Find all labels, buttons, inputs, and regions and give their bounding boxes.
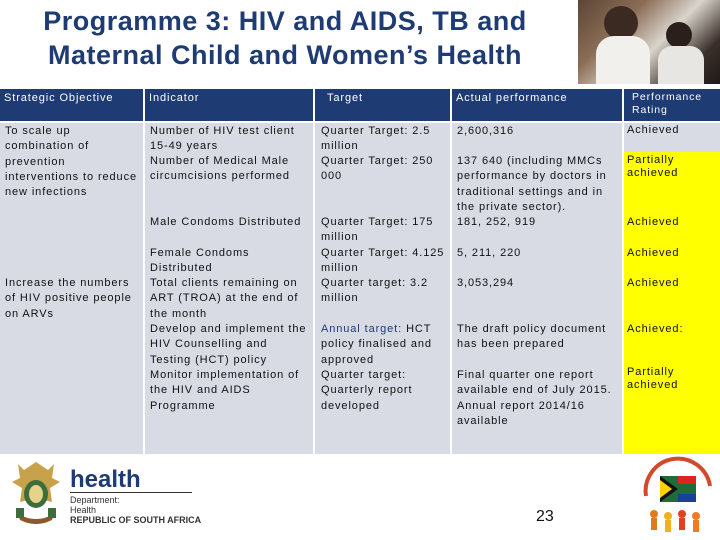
column-target [315, 123, 450, 454]
rating-male-condoms: Achieved [627, 216, 680, 228]
target-hct-policy: Annual target: HCT policy finalised and … [321, 322, 449, 368]
target-female-condoms: Quarter Target: 4.125 million [321, 247, 445, 275]
rating-highlight-1 [624, 152, 720, 212]
rating-mmc: Partially achieved [627, 154, 679, 179]
rating-hct-policy: Achieved: [627, 323, 684, 335]
indicator-male-condoms: Male Condoms Distributed [150, 216, 302, 228]
coat-of-arms-logo [12, 462, 60, 524]
rating-monitor-programme: Partially achieved [627, 366, 679, 391]
actual-art-clients: 3,053,294 [457, 277, 515, 289]
actual-female-condoms: 5, 211, 220 [457, 247, 522, 259]
dept-line-2: Health [70, 505, 97, 515]
column-actual [452, 123, 622, 454]
health-logo-word: health [70, 466, 141, 493]
rating-highlight-2 [624, 212, 720, 454]
rating-female-condoms: Achieved [627, 247, 680, 259]
dept-line-3: REPUBLIC OF SOUTH AFRICA [70, 515, 202, 525]
logo-divider [70, 492, 192, 493]
header-actual-performance: Actual performance [452, 89, 622, 121]
indicator-female-condoms: Female Condoms Distributed [150, 247, 250, 275]
target-art-clients: Quarter target: 3.2 million [321, 277, 428, 305]
target-hct-prefix: Annual target: [321, 323, 403, 335]
actual-hiv-test: 2,600,316 [457, 125, 515, 137]
target-mmc: Quarter Target: 250 000 [321, 155, 434, 183]
department-name: Department: Health REPUBLIC OF SOUTH AFR… [70, 495, 201, 525]
rating-hiv-test: Achieved [627, 124, 680, 136]
actual-hct-policy: The draft policy document has been prepa… [457, 323, 607, 351]
objective-prevention: To scale up combination of prevention in… [5, 125, 137, 199]
dept-line-1: Department: [70, 495, 120, 505]
indicator-mmc: Number of Medical Male circumcisions per… [150, 155, 290, 183]
target-hct-text: HCT policy finalised and approved [321, 323, 432, 366]
header-performance-rating: Performance Rating [624, 89, 720, 121]
target-male-condoms: Quarter Target: 175 million [321, 216, 434, 244]
20-years-freedom-badge [643, 456, 712, 532]
indicator-hct-policy: Develop and implement the HIV Counsellin… [150, 323, 307, 366]
header-strategic-objective: Strategic Objective [0, 89, 143, 121]
indicator-hiv-test: Number of HIV test client 15-49 years [150, 125, 295, 153]
indicator-art-clients: Total clients remaining on ART (TROA) at… [150, 277, 299, 320]
indicator-monitor-programme: Monitor implementation of the HIV and AI… [150, 369, 300, 412]
title-line-1: Programme 3: HIV and AIDS, TB and [43, 6, 527, 36]
target-monitor-programme: Quarter target: Quarterly report develop… [321, 369, 413, 412]
actual-monitor-programme: Final quarter one report available end o… [457, 369, 612, 427]
actual-mmc: 137 640 (including MMCs performance by d… [457, 155, 607, 213]
page-title: Programme 3: HIV and AIDS, TB and Matern… [0, 4, 570, 72]
rating-art-clients: Achieved [627, 277, 680, 289]
header-indicator: Indicator [145, 89, 313, 121]
column-objective [0, 123, 143, 454]
column-indicator [145, 123, 313, 454]
target-hiv-test: Quarter Target: 2.5 million [321, 125, 431, 153]
title-line-2: Maternal Child and Women’s Health [47, 40, 523, 70]
header-target: Target [315, 89, 450, 121]
header-photo [578, 0, 720, 84]
objective-arv: Increase the numbers of HIV positive peo… [5, 277, 132, 320]
actual-male-condoms: 181, 252, 919 [457, 216, 536, 228]
page-number: 23 [536, 508, 554, 525]
